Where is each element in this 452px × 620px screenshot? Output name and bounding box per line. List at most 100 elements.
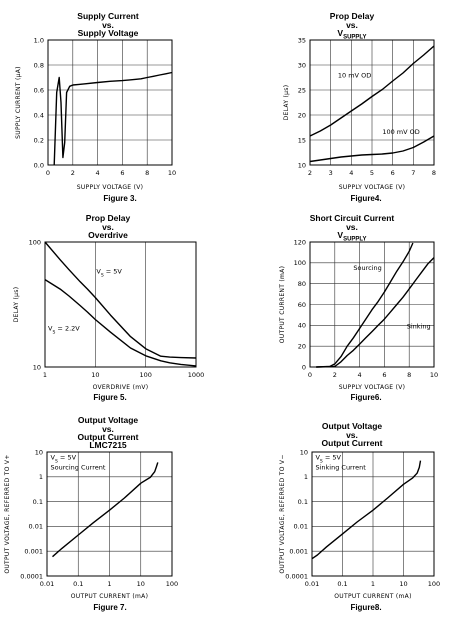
subtitle-sub: SUPPLY: [343, 236, 367, 243]
chart-vs-label: vs.: [346, 222, 358, 232]
x-tick-label: 6: [382, 371, 386, 379]
chart-title: Output Voltage: [77, 415, 139, 425]
y-tick-label: 0.6: [34, 86, 44, 94]
x-tick-label: 10: [168, 169, 176, 177]
y-tick-label: 0.01: [294, 523, 308, 531]
y-tick-label: 0.0001: [285, 572, 308, 580]
series-line-1: [53, 71, 173, 166]
chart-subtitle: Supply Voltage: [77, 28, 139, 38]
annotation-label: Sourcing Current: [51, 463, 106, 471]
y-axis-label: OUTPUT CURRENT (mA): [279, 266, 286, 343]
y-tick-label: 15: [298, 136, 306, 144]
y-tick-label: 20: [298, 111, 306, 119]
figure-caption: Figure 5.: [93, 393, 127, 402]
series-line-1: [44, 241, 197, 359]
x-axis-label: SUPPLY VOLTAGE (V): [339, 384, 406, 391]
x-tick-label: 0.1: [73, 580, 83, 588]
chart-subtitle: VSUPPLY: [252, 29, 452, 43]
chart-panel-output-voltage-sourcing: Output Voltage vs. Output Current LMC721…: [0, 414, 226, 620]
x-tick-label: 1: [43, 371, 47, 379]
annotation-subscript: S: [55, 458, 58, 464]
y-axis-label: OUTPUT VOLTAGE, REFERRED TO V−: [279, 454, 286, 573]
annotation-text: V: [48, 325, 53, 333]
x-tick-label: 2: [333, 371, 337, 379]
x-tick-label: 6: [120, 169, 124, 177]
y-tick-label: 10: [33, 363, 41, 371]
y-tick-label: 10: [35, 448, 43, 456]
y-tick-label: 120: [294, 238, 306, 246]
chart-subtitle: Overdrive: [88, 230, 128, 240]
x-tick-label: 2: [308, 169, 312, 177]
y-tick-label: 60: [298, 301, 306, 309]
chart-subtitle: Output Current: [77, 432, 139, 442]
x-tick-label: 1: [107, 580, 111, 588]
figure-caption: Figure 3.: [103, 194, 137, 203]
annotation-label: Sourcing: [353, 264, 381, 272]
annotation-subscript: S: [53, 329, 56, 335]
x-tick-label: 1000: [188, 371, 205, 379]
annotation-label: VS = 5V: [315, 453, 341, 464]
chart-vs-label: vs.: [346, 20, 358, 30]
y-tick-label: 30: [298, 61, 306, 69]
series-line-1: [316, 242, 414, 368]
chart-vs-label: vs.: [102, 424, 114, 434]
x-tick-label: 100: [428, 580, 440, 588]
chart-vs-label: vs.: [346, 430, 358, 440]
plot-frame: [46, 451, 173, 577]
annotation-subscript: S: [320, 458, 323, 464]
chart-subtitle: Output Current: [321, 438, 383, 448]
y-axis-label: OUTPUT VOLTAGE, REFERRED TO V+: [4, 454, 11, 573]
series-line-2: [316, 257, 435, 368]
x-tick-label: 0: [46, 169, 50, 177]
figure-caption: Figure 7.: [93, 603, 127, 612]
subtitle-main: V: [337, 230, 344, 240]
figure-caption: Figure4.: [350, 194, 382, 203]
annotation-subscript: S: [101, 272, 104, 278]
series-line-2: [309, 135, 435, 163]
y-tick-label: 0.001: [24, 548, 43, 556]
annotation-label: VS = 2.2V: [48, 325, 80, 336]
chart-panel-short-circuit: Short Circuit Current vs. VSUPPLY 0 2 4 6 8 1…: [226, 207, 452, 414]
plot-frame: [309, 241, 435, 368]
x-tick-label: 4: [349, 169, 353, 177]
annotation-label: Sinking Current: [315, 463, 366, 471]
plot-frame: [309, 39, 435, 166]
x-tick-label: 8: [145, 169, 149, 177]
annotation-label: 100 mV OD: [382, 128, 419, 136]
plot-frame: [44, 241, 197, 368]
y-tick-label: 20: [298, 342, 306, 350]
y-tick-label: 100: [29, 238, 41, 246]
figure-caption: Figure8.: [350, 603, 382, 612]
y-tick-label: 80: [298, 280, 306, 288]
y-tick-label: 1: [304, 473, 308, 481]
x-axis-label: OUTPUT CURRENT (mA): [334, 593, 411, 600]
x-tick-label: 10: [91, 371, 99, 379]
chart-vs-label: vs.: [102, 222, 114, 232]
y-axis-label: SUPPLY CURRENT (μA): [15, 66, 22, 139]
chart-title: Supply Current: [77, 11, 139, 21]
series-line-2: [44, 279, 197, 367]
x-tick-label: 100: [166, 580, 178, 588]
y-tick-label: 0.4: [34, 111, 44, 119]
x-tick-label: 100: [139, 371, 151, 379]
y-tick-label: 10: [298, 161, 306, 169]
chart-svg: 0 2 4 6 8 10 0.0 0.2 0.4 0.6 0.8 1.0 SUPPLY VOLTAGE …: [15, 36, 176, 191]
chart-panel-prop-delay-supply: Prop Delay vs. VSUPPLY 2 3 4 5 6 7 8 10 15 20 25 30…: [226, 0, 452, 207]
x-tick-label: 5: [370, 169, 374, 177]
annotation-text: = 5V: [58, 453, 77, 461]
series-line-1: [311, 460, 422, 560]
annotation-text: = 5V: [104, 267, 123, 275]
x-tick-label: 3: [329, 169, 333, 177]
y-tick-label: 0.2: [34, 136, 44, 144]
y-tick-label: 0.1: [33, 498, 43, 506]
y-axis-label: DELAY (μs): [13, 287, 20, 323]
y-tick-label: 0.8: [34, 61, 44, 69]
x-axis-label: SUPPLY VOLTAGE (V): [339, 184, 406, 191]
x-tick-label: 1: [371, 580, 375, 588]
annotation-text: V: [315, 453, 320, 461]
annotation-text: = 5V: [323, 453, 342, 461]
series-line-1: [52, 462, 159, 558]
chart-panel-prop-delay-overdrive: Prop Delay vs. Overdrive 1 10 100 1000 10 100…: [0, 207, 226, 414]
